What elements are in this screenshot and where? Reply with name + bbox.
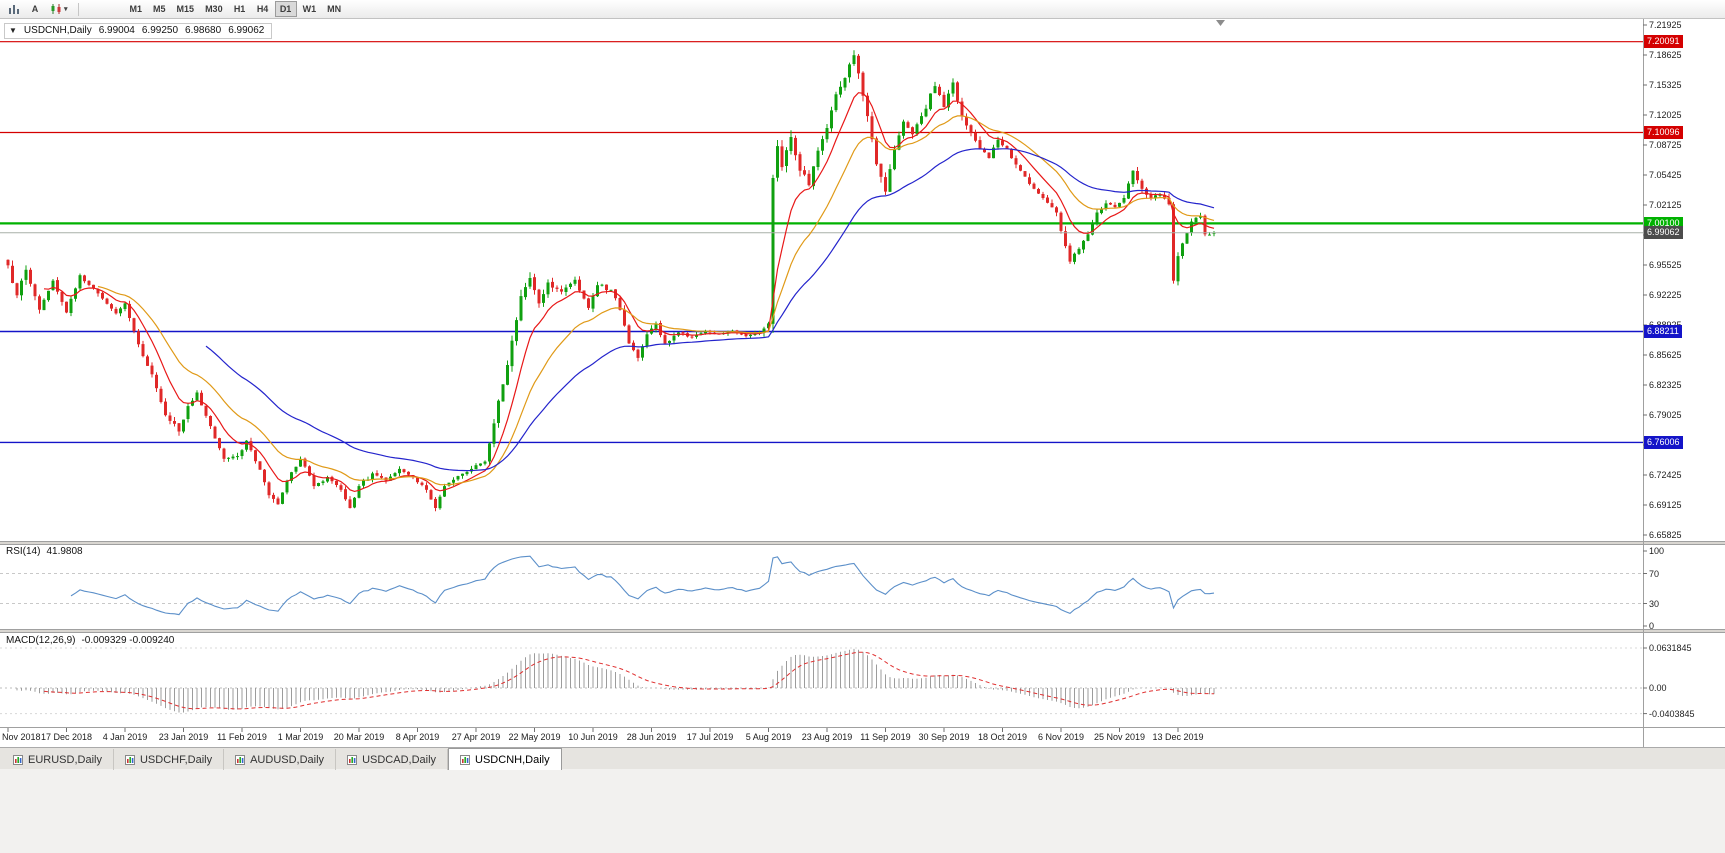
- axis-ticks: [7, 24, 1647, 732]
- timeframe-button-m5[interactable]: M5: [148, 1, 171, 17]
- candles-glyph: [51, 4, 61, 14]
- tab-label: USDCAD,Daily: [362, 753, 437, 766]
- chart-tab-bar: EURUSD,Daily USDCHF,Daily AUDUSD,Daily USDC…: [0, 747, 1725, 770]
- macd-values: -0.009329 -0.009240: [81, 635, 175, 646]
- timeframe-button-h1[interactable]: H1: [229, 1, 251, 17]
- rsi-name: RSI(14): [6, 546, 41, 557]
- chart-tab-eurusd-daily[interactable]: EURUSD,Daily: [2, 749, 114, 770]
- tab-label: USDCHF,Daily: [139, 753, 213, 766]
- mini-chart-icon: [460, 754, 471, 765]
- timeframe-button-m1[interactable]: M1: [125, 1, 148, 17]
- dropdown-caret-icon: ▾: [64, 6, 68, 13]
- tab-label: EURUSD,Daily: [28, 753, 102, 766]
- macd-indicator-label: MACD(12,26,9) -0.009329 -0.009240: [6, 635, 180, 646]
- mini-chart-icon: [235, 754, 246, 765]
- timeframe-button-d1[interactable]: D1: [274, 1, 297, 17]
- chart-tab-usdcad-daily[interactable]: USDCAD,Daily: [336, 749, 449, 770]
- one-click-trading-toggle[interactable]: ▼: [9, 26, 17, 35]
- horizontal-level-lines: [0, 41, 1643, 444]
- chart-tab-audusd-daily[interactable]: AUDUSD,Daily: [224, 749, 337, 770]
- chart-symbol-header: ▼ USDCNH,Daily 6.99004 6.99250 6.98680 6…: [4, 23, 273, 39]
- chart-tab-usdcnh-daily[interactable]: USDCNH,Daily: [448, 748, 562, 770]
- rsi-value: 41.9808: [46, 546, 83, 557]
- open-value: 6.99004: [98, 25, 135, 36]
- symbol-label: USDCNH,Daily: [23, 25, 92, 36]
- macd-name: MACD(12,26,9): [6, 635, 76, 646]
- panel-separators: [0, 19, 1725, 747]
- macd-panel-graphics: [0, 647, 1643, 715]
- mini-chart-icon: [13, 754, 23, 765]
- timeframe-button-w1[interactable]: W1: [298, 1, 322, 17]
- timeframe-buttons: M1 M5 M15 M30 H1 H4 D1 W1 MN: [125, 1, 348, 17]
- close-value: 6.99062: [228, 25, 265, 36]
- chart-shift-marker: [1216, 20, 1225, 26]
- chart-tab-usdchf-daily[interactable]: USDCHF,Daily: [114, 749, 225, 770]
- toolbar: A ▾ M1 M5 M15 M30 H1 H4 D1 W1 MN: [0, 0, 1725, 19]
- timeframe-button-h4[interactable]: H4: [252, 1, 274, 17]
- low-value: 6.98680: [185, 25, 222, 36]
- timeframe-button-mn[interactable]: MN: [322, 1, 346, 17]
- mini-chart-icon: [124, 754, 135, 765]
- timeframe-button-m30[interactable]: M30: [200, 1, 228, 17]
- text-tool-icon[interactable]: A: [26, 1, 44, 17]
- bars-glyph: [9, 5, 19, 14]
- toolbar-separator: [77, 2, 79, 16]
- mini-chart-icon: [347, 754, 358, 765]
- rsi-indicator-label: RSI(14) 41.9808: [6, 546, 89, 557]
- workspace-background: [0, 769, 1725, 848]
- rsi-panel-graphics: [0, 555, 1643, 616]
- moving-average-lines: [43, 92, 1215, 493]
- tab-label: AUDUSD,Daily: [250, 753, 325, 766]
- tab-label: USDCNH,Daily: [475, 753, 550, 766]
- chart-bars-icon[interactable]: [3, 1, 25, 17]
- candlestick-tool-icon[interactable]: ▾: [45, 1, 73, 17]
- timeframe-button-m15[interactable]: M15: [172, 1, 200, 17]
- high-value: 6.99250: [141, 25, 179, 36]
- text-tool-label: A: [31, 4, 39, 14]
